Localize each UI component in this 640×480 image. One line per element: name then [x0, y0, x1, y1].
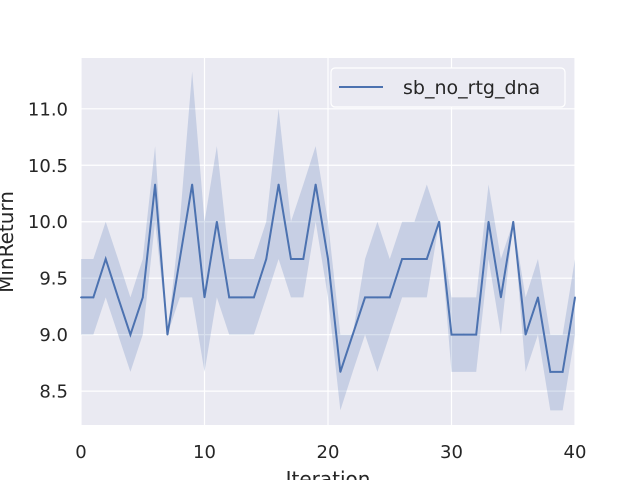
data-point — [462, 333, 465, 336]
data-point — [438, 220, 441, 223]
data-point — [253, 296, 255, 299]
data-point — [351, 333, 354, 336]
data-point — [561, 371, 564, 373]
x-tick-label: 0 — [75, 442, 86, 463]
x-tick-label: 10 — [193, 442, 216, 463]
y-tick-label: 8.5 — [39, 382, 68, 403]
series-layer — [80, 71, 576, 411]
data-point — [537, 296, 539, 299]
data-point — [215, 220, 218, 223]
data-point — [166, 333, 169, 336]
data-point — [401, 258, 403, 260]
data-point — [117, 296, 119, 299]
data-point — [327, 258, 329, 260]
data-point — [265, 258, 268, 260]
data-point — [364, 296, 366, 299]
data-point — [376, 296, 379, 299]
data-point — [92, 296, 95, 299]
x-tick-label: 30 — [440, 442, 463, 463]
legend-box — [330, 67, 566, 108]
data-point — [512, 220, 515, 223]
data-point — [475, 333, 478, 336]
legend: sb_no_rtg_dna — [330, 67, 566, 108]
x-tick-label: 20 — [317, 442, 340, 463]
data-point — [487, 220, 490, 223]
data-point — [339, 371, 342, 373]
data-point — [574, 296, 576, 299]
data-point — [500, 296, 502, 299]
y-tick-label: 10.5 — [28, 156, 68, 177]
data-point — [425, 258, 428, 260]
data-point — [302, 258, 305, 260]
data-point — [290, 258, 292, 260]
data-point — [104, 258, 107, 260]
data-point — [154, 183, 157, 186]
data-point — [549, 371, 552, 373]
data-point — [450, 333, 453, 336]
y-axis-title: MinReturn — [0, 191, 18, 293]
data-point — [524, 333, 527, 336]
x-axis-title: Iteration — [286, 467, 371, 480]
data-point — [228, 296, 231, 299]
data-point — [240, 296, 243, 299]
data-point — [178, 258, 181, 260]
y-tick-label: 9.0 — [39, 325, 68, 346]
data-point — [314, 183, 317, 186]
data-point — [191, 183, 194, 186]
legend-label: sb_no_rtg_dna — [403, 77, 540, 99]
data-point — [80, 296, 82, 299]
data-point — [388, 296, 391, 299]
tick-labels: 0 10 20 30 40 8.5 9.0 9.5 10.0 10.5 11.0 — [28, 99, 587, 463]
y-tick-label: 11.0 — [28, 99, 68, 120]
data-point — [203, 296, 206, 299]
data-point — [141, 296, 144, 299]
y-tick-label: 10.0 — [28, 212, 68, 233]
x-tick-label: 40 — [564, 442, 587, 463]
y-tick-label: 9.5 — [39, 269, 68, 290]
data-point — [277, 183, 280, 186]
data-point — [413, 258, 416, 260]
data-point — [129, 333, 132, 336]
